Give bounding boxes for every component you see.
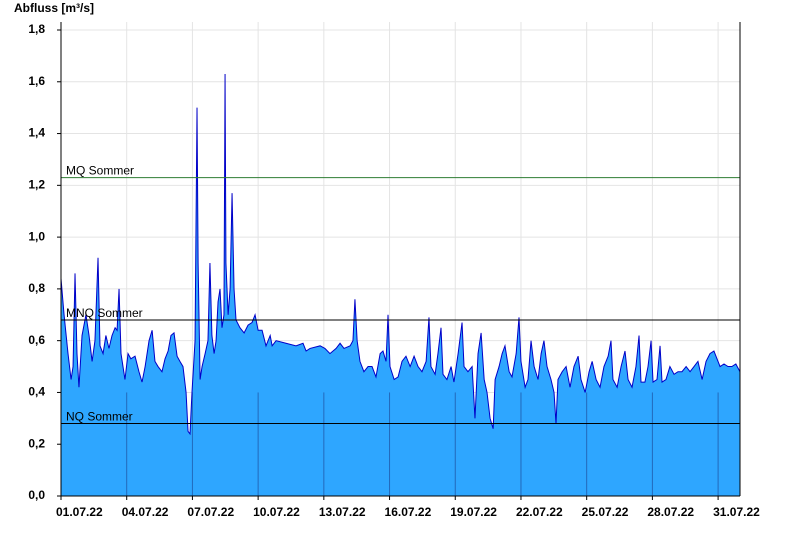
- reference-label: MQ Sommer: [66, 164, 134, 178]
- area: [61, 74, 740, 496]
- x-tick-label: 25.07.22: [582, 505, 629, 519]
- line: [60, 74, 741, 436]
- y-tick-label: 0,4: [28, 385, 45, 399]
- x-tick-label: 13.07.22: [319, 505, 366, 519]
- x-tick-label: 07.07.22: [187, 505, 234, 519]
- x-tick-label: 10.07.22: [253, 505, 300, 519]
- y-tick-label: 1,2: [28, 178, 45, 192]
- y-tick-label: 1,6: [28, 74, 45, 88]
- y-tick-label: 0,0: [28, 488, 45, 502]
- x-tick-label: 01.07.22: [56, 505, 103, 519]
- x-tick-label: 16.07.22: [385, 505, 432, 519]
- x-tick-label: 04.07.22: [122, 505, 169, 519]
- x-tick-label: 28.07.22: [647, 505, 694, 519]
- y-tick-label: 0,8: [28, 281, 45, 295]
- y-tick-label: 1,8: [28, 22, 45, 36]
- y-tick-label: 0,6: [28, 333, 45, 347]
- y-tick-label: 1,0: [28, 229, 45, 243]
- x-tick-label: 22.07.22: [516, 505, 563, 519]
- reference-label: MNQ Sommer: [66, 306, 143, 320]
- x-tick-label: 31.07.22: [713, 505, 760, 519]
- x-tick-label: 19.07.22: [450, 505, 497, 519]
- y-tick-label: 1,4: [28, 126, 45, 140]
- reference-label: NQ Sommer: [66, 410, 133, 424]
- y-axis-label: Abfluss [m³/s]: [14, 1, 94, 15]
- y-tick-label: 0,2: [28, 436, 45, 450]
